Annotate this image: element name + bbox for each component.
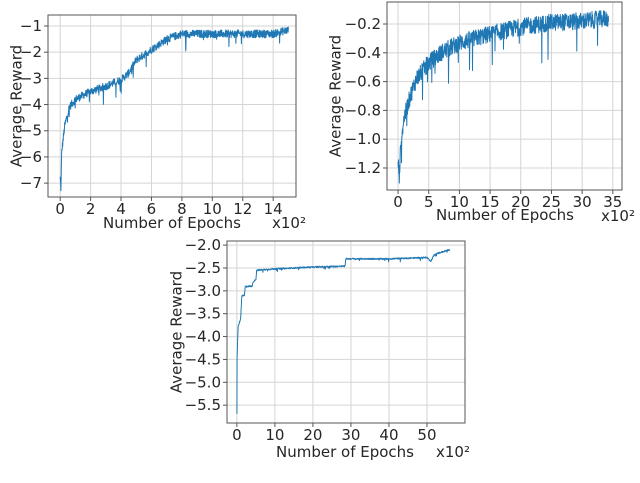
x-tick-label: 14	[264, 200, 283, 218]
x-tick-label: 20	[303, 426, 322, 444]
x-tick-label: 12	[233, 200, 252, 218]
x-tick-label: 4	[116, 200, 126, 218]
x-tick-label: 8	[177, 200, 187, 218]
y-tick-label: −1.2	[345, 159, 381, 177]
x-tick-label: 25	[542, 193, 561, 211]
x-tick-label: 10	[203, 200, 222, 218]
x-axis-multiplier: x10²	[436, 443, 470, 461]
y-tick-label: −5	[20, 122, 42, 140]
x-axis-multiplier: x10²	[601, 207, 635, 225]
x-tick-label: 50	[417, 426, 436, 444]
x-tick-label: 15	[481, 193, 500, 211]
x-tick-label: 10	[265, 426, 284, 444]
y-tick-label: −0.6	[345, 73, 381, 91]
chart-1: 0 2 4 6 8 10 12 14 −7 −6 −5 −4 −3 −2 −1 Number of Epoch…	[8, 14, 306, 232]
x-tick-label: 0	[232, 426, 242, 444]
y-tick-label: −0.4	[345, 44, 381, 62]
x-tick-label: 2	[86, 200, 96, 218]
y-tick-label: −4.0	[185, 328, 221, 346]
y-tick-label: −1.0	[345, 130, 381, 148]
x-tick-label: 6	[147, 200, 157, 218]
y-tick-label: −2	[20, 43, 42, 61]
y-tick-label: −6	[20, 148, 42, 166]
y-tick-label: −3	[20, 69, 42, 87]
y-tick-label: −3.0	[185, 282, 221, 300]
x-tick-label: 5	[424, 193, 434, 211]
series-line-reward	[236, 249, 451, 414]
chart-3: 0 10 20 30 40 50 −5.5 −5.0 −4.5 −4.0 −3.5 −3.0 −2.5 −…	[168, 236, 470, 461]
axes-frame	[47, 14, 297, 198]
y-tick-label: −0.8	[345, 101, 381, 119]
chart-2: 0 5 10 15 20 25 30 35 −1.2 −1.0 −0.8 −0.6 −0.4 −0.2 Nu…	[327, 1, 635, 225]
x-axis-label: Number of Epochs	[276, 443, 414, 461]
x-tick-label: 20	[511, 193, 530, 211]
series-line-reward	[397, 10, 609, 184]
x-tick-label: 10	[450, 193, 469, 211]
y-tick-label: −2.5	[185, 259, 221, 277]
y-tick-label: −1	[20, 17, 42, 35]
axes-frame	[226, 240, 466, 424]
y-tick-label: −4.5	[185, 350, 221, 368]
y-tick-label: −5.5	[185, 396, 221, 414]
y-axis-label: Average Reward	[8, 45, 26, 167]
x-axis-label: Number of Epochs	[436, 206, 574, 224]
x-tick-label: 35	[603, 193, 622, 211]
x-tick-label: 0	[393, 193, 403, 211]
x-tick-label: 0	[55, 200, 65, 218]
y-tick-label: −7	[20, 174, 42, 192]
y-tick-label: −5.0	[185, 373, 221, 391]
series-line-reward	[59, 26, 289, 192]
x-axis-multiplier: x10²	[272, 214, 306, 232]
x-tick-label: 40	[379, 426, 398, 444]
x-tick-label: 30	[341, 426, 360, 444]
y-tick-label: −0.2	[345, 15, 381, 33]
y-axis-label: Average Reward	[327, 35, 345, 157]
y-tick-label: −2.0	[185, 236, 221, 254]
y-tick-label: −3.5	[185, 305, 221, 323]
y-tick-label: −4	[20, 96, 42, 114]
axes-frame	[386, 1, 623, 191]
y-axis-label: Average Reward	[168, 271, 186, 393]
x-axis-label: Number of Epochs	[103, 214, 241, 232]
x-tick-label: 30	[573, 193, 592, 211]
